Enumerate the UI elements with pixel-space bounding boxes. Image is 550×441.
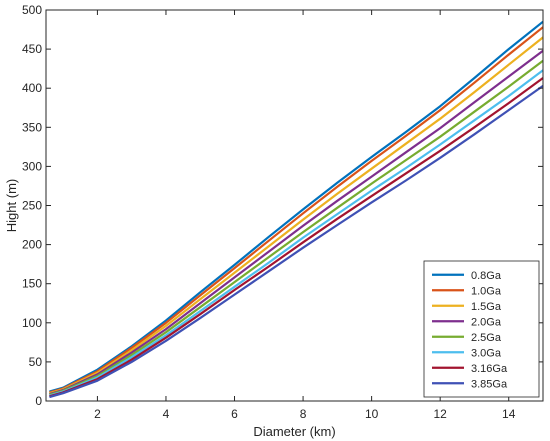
- x-axis-ticks: 2 4 6 8 10 12 14: [94, 10, 516, 421]
- x-tick-label: 14: [502, 407, 516, 421]
- y-tick-label: 50: [29, 355, 43, 369]
- x-tick-label: 6: [231, 407, 238, 421]
- legend-label: 1.5Ga: [471, 301, 502, 313]
- x-tick-label: 12: [433, 407, 447, 421]
- y-tick-label: 250: [22, 199, 42, 213]
- series-line-2: [49, 36, 544, 395]
- legend-label: 3.85Ga: [471, 378, 508, 390]
- y-axis-ticks: 0 50 100 150 200 250 300 350 400 450 500: [22, 3, 543, 408]
- x-tick-label: 8: [300, 407, 307, 421]
- series-line-7: [49, 85, 544, 399]
- series-layer: [49, 20, 544, 399]
- y-axis-label: Hight (m): [4, 179, 19, 232]
- legend-box: [423, 260, 540, 398]
- y-tick-label: 300: [22, 159, 42, 173]
- series-line-1: [49, 26, 544, 394]
- y-tick-label: 150: [22, 277, 42, 291]
- y-tick-label: 100: [22, 316, 42, 330]
- x-axis-label: Diameter (km): [253, 424, 335, 439]
- x-tick-label: 2: [94, 407, 101, 421]
- y-tick-label: 400: [22, 81, 42, 95]
- legend-label: 3.16Ga: [471, 363, 508, 375]
- series-line-5: [49, 69, 544, 397]
- series-line-4: [49, 59, 544, 396]
- series-line-6: [49, 77, 544, 398]
- series-line-3: [49, 49, 544, 396]
- legend-label: 0.8Ga: [471, 270, 502, 282]
- x-tick-label: 4: [163, 407, 170, 421]
- y-tick-label: 350: [22, 120, 42, 134]
- legend: 0.8Ga 1.0Ga 1.5Ga 2.0Ga 2.5Ga 3.0Ga 3.16Ga 3.85…: [423, 260, 540, 398]
- y-tick-label: 500: [22, 3, 42, 17]
- legend-label: 2.5Ga: [471, 332, 502, 344]
- y-tick-label: 450: [22, 42, 42, 56]
- legend-label: 2.0Ga: [471, 316, 502, 328]
- y-tick-label: 0: [35, 394, 42, 408]
- legend-label: 1.0Ga: [471, 285, 502, 297]
- y-tick-label: 200: [22, 238, 42, 252]
- legend-label: 3.0Ga: [471, 347, 502, 359]
- series-line-0: [49, 20, 544, 393]
- x-tick-label: 10: [365, 407, 379, 421]
